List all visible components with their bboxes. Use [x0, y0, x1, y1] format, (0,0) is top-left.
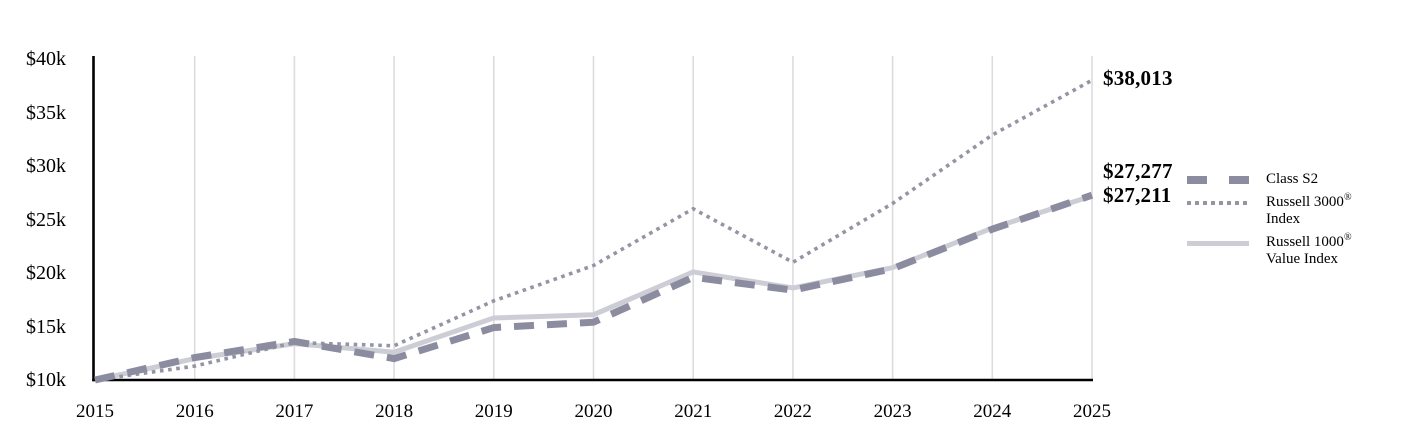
legend-label-class-s2: Class S2 — [1266, 171, 1318, 188]
end-value-label-russell-3000: $38,013 — [1103, 66, 1173, 90]
x-axis-year-label: 2023 — [873, 401, 912, 422]
x-axis-year-label: 2022 — [773, 401, 812, 422]
x-axis-year-label: 2024 — [973, 401, 1012, 422]
series-line-class-s2 — [94, 191, 1094, 384]
x-axis-year-label: 2018 — [375, 401, 414, 422]
x-axis-year-label: 2020 — [574, 401, 613, 422]
chart-legend: Class S2 Russell 3000® Index Russell 1000… — [1187, 171, 1352, 268]
end-value-label-russell-1000-value: $27,211 — [1103, 183, 1172, 207]
end-value-label-class-s2: $27,277 — [1103, 159, 1173, 183]
y-axis-tick-label: $15k — [26, 315, 66, 338]
legend-label-text-line2: Value Index — [1266, 251, 1339, 267]
y-axis-tick-label: $10k — [26, 369, 66, 391]
legend-label-text: Class S2 — [1266, 171, 1319, 187]
y-axis-tick-label: $30k — [26, 155, 66, 177]
registered-trademark-symbol: ® — [1343, 232, 1352, 243]
solid-line-swatch-icon — [1187, 241, 1249, 246]
y-axis-tick-label: $20k — [26, 262, 66, 284]
legend-item-russell-3000: Russell 3000® Index — [1187, 192, 1352, 228]
x-axis-year-label: 2016 — [175, 401, 214, 422]
dashed-line-swatch-icon — [1187, 176, 1249, 184]
legend-label-text-line2: Index — [1266, 211, 1301, 227]
x-axis-year-label: 2017 — [275, 401, 314, 422]
x-axis-year-label: 2025 — [1073, 401, 1111, 422]
dotted-line-swatch-icon — [1187, 201, 1249, 205]
x-axis-year-label: 2021 — [674, 401, 713, 422]
legend-label-russell-1000-value: Russell 1000® Value Index — [1266, 232, 1352, 268]
x-axis-year-label: 2019 — [474, 401, 513, 422]
x-axis-year-label: 2015 — [76, 401, 114, 422]
y-axis-tick-label: $40k — [26, 48, 66, 70]
legend-label-russell-3000: Russell 3000® Index — [1266, 192, 1352, 228]
legend-label-text: Russell 3000 — [1266, 194, 1344, 210]
series-line-russell-3000-index — [94, 78, 1093, 382]
legend-item-class-s2: Class S2 — [1187, 171, 1352, 188]
y-axis-tick-label: $25k — [26, 208, 66, 231]
registered-trademark-symbol: ® — [1343, 192, 1352, 203]
legend-label-text: Russell 1000 — [1266, 234, 1344, 250]
legend-item-russell-1000-value: Russell 1000® Value Index — [1187, 232, 1352, 268]
y-axis-tick-label: $35k — [26, 101, 66, 124]
